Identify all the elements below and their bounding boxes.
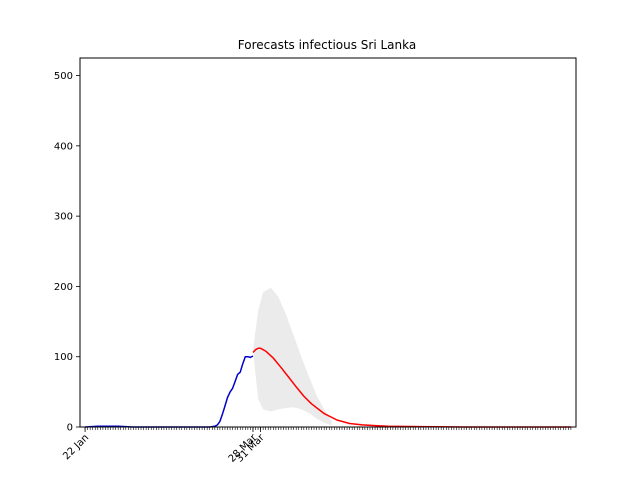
forecast-series-line <box>252 347 571 428</box>
y-tick-label: 400 <box>54 141 73 152</box>
y-tick-label: 500 <box>54 71 73 82</box>
confidence-band-layer <box>253 287 332 426</box>
plot-frame <box>79 57 577 428</box>
y-tick-label: 0 <box>67 423 73 434</box>
forecast-confidence-band <box>253 287 332 426</box>
chart-title: Forecasts infectious Sri Lanka <box>238 38 416 52</box>
y-tick-label: 200 <box>54 282 73 293</box>
y-tick-label: 300 <box>54 212 73 223</box>
y-tick-label: 100 <box>54 352 73 363</box>
x-tick-label: 22 Jan <box>61 432 91 462</box>
observed-series-line <box>85 355 254 428</box>
series-layer <box>85 347 571 428</box>
y-axis-ticks: 0 100 200 300 400 500 <box>54 71 80 434</box>
